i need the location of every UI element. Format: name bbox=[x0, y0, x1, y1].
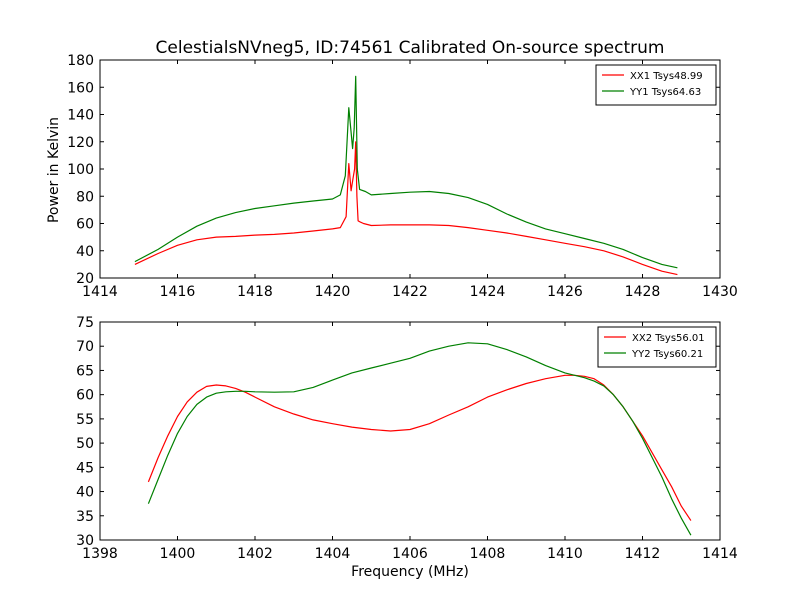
top-xtick-label: 1414 bbox=[82, 284, 118, 300]
bottom-plot-marks: 1398 1400 1402 1404 1406 1408 1410 1412 1414 30 35… bbox=[76, 315, 738, 562]
top-ytick-label: 120 bbox=[67, 135, 94, 151]
bottom-plot-frame bbox=[99, 321, 721, 541]
top-ylabel: Power in Kelvin bbox=[46, 117, 62, 223]
bottom-ytick-label: 70 bbox=[76, 339, 94, 355]
top-legend-box bbox=[595, 64, 717, 106]
top-ytick-label: 180 bbox=[67, 53, 94, 69]
bottom-legend-box bbox=[597, 326, 717, 368]
top-ytick-label: 100 bbox=[67, 162, 94, 178]
bottom-xtick-label: 1410 bbox=[547, 546, 583, 562]
bottom-legend: XX2 Tsys56.01 YY2 Tsys60.21 bbox=[597, 326, 717, 368]
top-xtick-label: 1420 bbox=[315, 284, 351, 300]
bottom-ytick-label: 45 bbox=[76, 460, 94, 476]
bottom-legend-label: XX2 Tsys56.01 bbox=[632, 333, 705, 344]
bottom-ytick-label: 40 bbox=[76, 485, 94, 501]
figure-title: CelestialsNVneg5, ID:74561 Calibrated On… bbox=[156, 38, 665, 58]
top-legend-label: YY1 Tsys64.63 bbox=[629, 87, 701, 98]
bottom-legend-label: YY2 Tsys60.21 bbox=[631, 349, 703, 360]
bottom-ytick-label: 50 bbox=[76, 436, 94, 452]
bottom-xtick-label: 1408 bbox=[470, 546, 506, 562]
bottom-series-line-green bbox=[147, 342, 692, 536]
bottom-xlabel: Frequency (MHz) bbox=[351, 564, 469, 580]
top-ytick-label: 140 bbox=[67, 108, 94, 124]
top-ytick-label: 40 bbox=[76, 244, 94, 260]
top-plot-panel: Power in Kelvin 1414 1416 1418 1420 1422 1424… bbox=[46, 53, 738, 300]
top-plot-frame bbox=[99, 59, 721, 279]
top-ytick-label: 160 bbox=[67, 80, 94, 96]
bottom-xtick-label: 1404 bbox=[315, 546, 351, 562]
top-ytick-label: 80 bbox=[76, 189, 94, 205]
top-xtick-label: 1418 bbox=[237, 284, 273, 300]
bottom-ytick-label: 30 bbox=[76, 533, 94, 549]
bottom-xtick-label: 1402 bbox=[237, 546, 273, 562]
bottom-xtick-label: 1406 bbox=[392, 546, 428, 562]
bottom-xtick-label: 1412 bbox=[625, 546, 661, 562]
top-xtick-label: 1428 bbox=[625, 284, 661, 300]
bottom-xtick-label: 1398 bbox=[82, 546, 118, 562]
top-series-line-green bbox=[134, 75, 678, 269]
bottom-ytick-label: 60 bbox=[76, 388, 94, 404]
bottom-ytick-label: 35 bbox=[76, 509, 94, 525]
top-plot-marks: 1414 1416 1418 1420 1422 1424 1426 1428 1430 20 40… bbox=[67, 53, 738, 300]
bottom-ytick-label: 75 bbox=[76, 315, 94, 331]
top-xtick-label: 1416 bbox=[160, 284, 196, 300]
bottom-ytick-label: 55 bbox=[76, 412, 94, 428]
top-legend-label: XX1 Tsys48.99 bbox=[630, 71, 703, 82]
top-ytick-label: 60 bbox=[76, 217, 94, 233]
top-xtick-label: 1424 bbox=[470, 284, 506, 300]
top-legend: XX1 Tsys48.99 YY1 Tsys64.63 bbox=[595, 64, 717, 106]
top-ytick-label: 20 bbox=[76, 271, 94, 287]
top-series-line-red bbox=[134, 141, 678, 276]
top-xtick-label: 1430 bbox=[702, 284, 738, 300]
bottom-plot-panel: Frequency (MHz) 1398 1400 1402 1404 1406 1408… bbox=[76, 315, 738, 580]
bottom-xtick-label: 1414 bbox=[702, 546, 738, 562]
top-xtick-label: 1426 bbox=[547, 284, 583, 300]
top-xtick-label: 1422 bbox=[392, 284, 428, 300]
bottom-xtick-label: 1400 bbox=[160, 546, 196, 562]
bottom-ytick-label: 65 bbox=[76, 363, 94, 379]
